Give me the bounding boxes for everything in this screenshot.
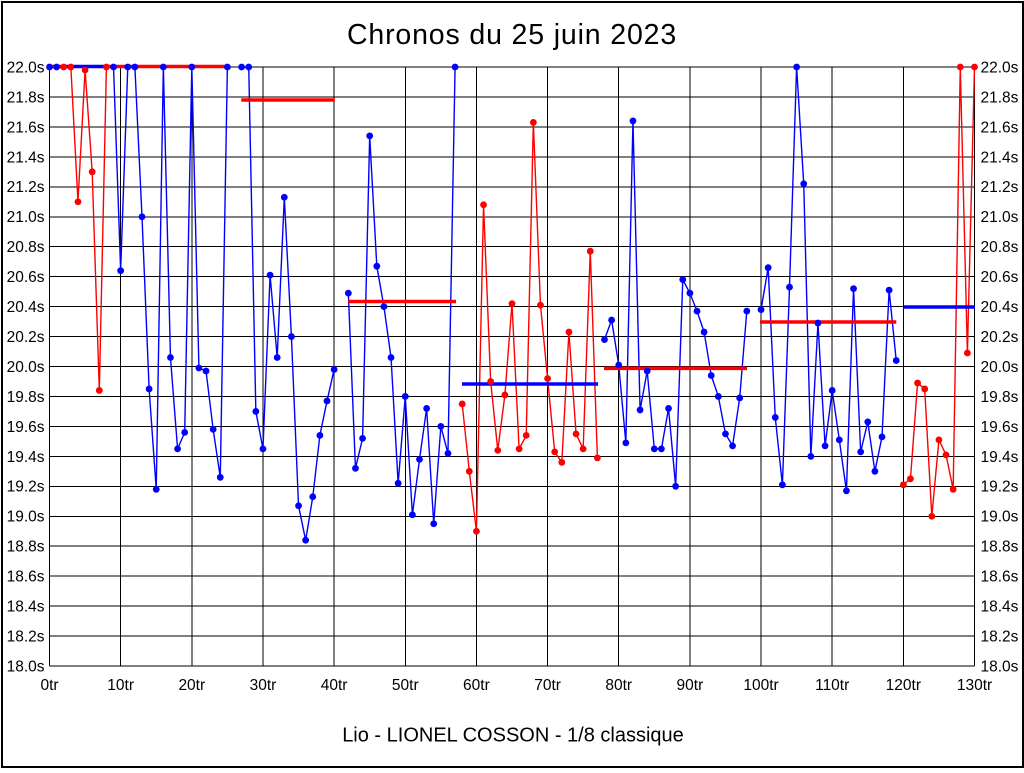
svg-text:18.8s: 18.8s [981,539,1019,556]
svg-text:18.6s: 18.6s [7,569,45,586]
svg-text:90tr: 90tr [677,677,704,694]
svg-text:18.0s: 18.0s [981,658,1019,675]
svg-text:20.6s: 20.6s [981,269,1019,286]
svg-text:21.2s: 21.2s [7,179,45,196]
svg-text:20.0s: 20.0s [981,359,1019,376]
svg-text:19.8s: 19.8s [981,389,1019,406]
svg-text:19.6s: 19.6s [981,419,1019,436]
svg-text:18.8s: 18.8s [7,539,45,556]
svg-text:20.6s: 20.6s [7,269,45,286]
svg-text:19.0s: 19.0s [981,509,1019,526]
svg-text:70tr: 70tr [534,677,561,694]
svg-text:19.2s: 19.2s [7,479,45,496]
svg-text:19.8s: 19.8s [7,389,45,406]
svg-text:20.8s: 20.8s [981,239,1019,256]
svg-text:18.4s: 18.4s [7,599,45,616]
svg-text:50tr: 50tr [392,677,419,694]
svg-text:20.2s: 20.2s [981,329,1019,346]
svg-text:21.4s: 21.4s [7,149,45,166]
svg-text:21.0s: 21.0s [7,209,45,226]
svg-text:19.4s: 19.4s [7,449,45,466]
svg-text:19.4s: 19.4s [981,449,1019,466]
svg-text:21.0s: 21.0s [981,209,1019,226]
svg-text:20.4s: 20.4s [981,299,1019,316]
svg-text:120tr: 120tr [886,677,921,694]
svg-text:18.2s: 18.2s [981,628,1019,645]
svg-text:60tr: 60tr [463,677,490,694]
svg-text:20tr: 20tr [178,677,205,694]
svg-text:22.0s: 22.0s [7,59,45,76]
svg-text:21.4s: 21.4s [981,149,1019,166]
svg-text:10tr: 10tr [107,677,134,694]
svg-text:21.2s: 21.2s [981,179,1019,196]
svg-text:100tr: 100tr [743,677,778,694]
svg-text:18.0s: 18.0s [7,658,45,675]
svg-text:110tr: 110tr [815,677,849,694]
svg-text:22.0s: 22.0s [981,59,1019,76]
svg-text:20.4s: 20.4s [7,299,45,316]
svg-text:19.2s: 19.2s [981,479,1019,496]
svg-text:18.4s: 18.4s [981,599,1019,616]
svg-text:20.8s: 20.8s [7,239,45,256]
svg-text:80tr: 80tr [605,677,632,694]
svg-text:19.0s: 19.0s [7,509,45,526]
svg-text:21.6s: 21.6s [7,119,45,136]
svg-text:19.6s: 19.6s [7,419,45,436]
svg-text:21.8s: 21.8s [7,89,45,106]
svg-text:130tr: 130tr [957,677,992,694]
svg-text:0tr: 0tr [40,677,58,694]
svg-text:21.8s: 21.8s [981,89,1019,106]
svg-text:18.2s: 18.2s [7,628,45,645]
svg-text:21.6s: 21.6s [981,119,1019,136]
svg-text:Chronos du 25 juin 2023: Chronos du 25 juin 2023 [347,19,677,51]
svg-text:20.0s: 20.0s [7,359,45,376]
svg-text:40tr: 40tr [321,677,348,694]
svg-text:30tr: 30tr [250,677,277,694]
svg-text:20.2s: 20.2s [7,329,45,346]
svg-text:18.6s: 18.6s [981,569,1019,586]
svg-text:Lio - LIONEL COSSON - 1/8 clas: Lio - LIONEL COSSON - 1/8 classique [342,725,684,747]
